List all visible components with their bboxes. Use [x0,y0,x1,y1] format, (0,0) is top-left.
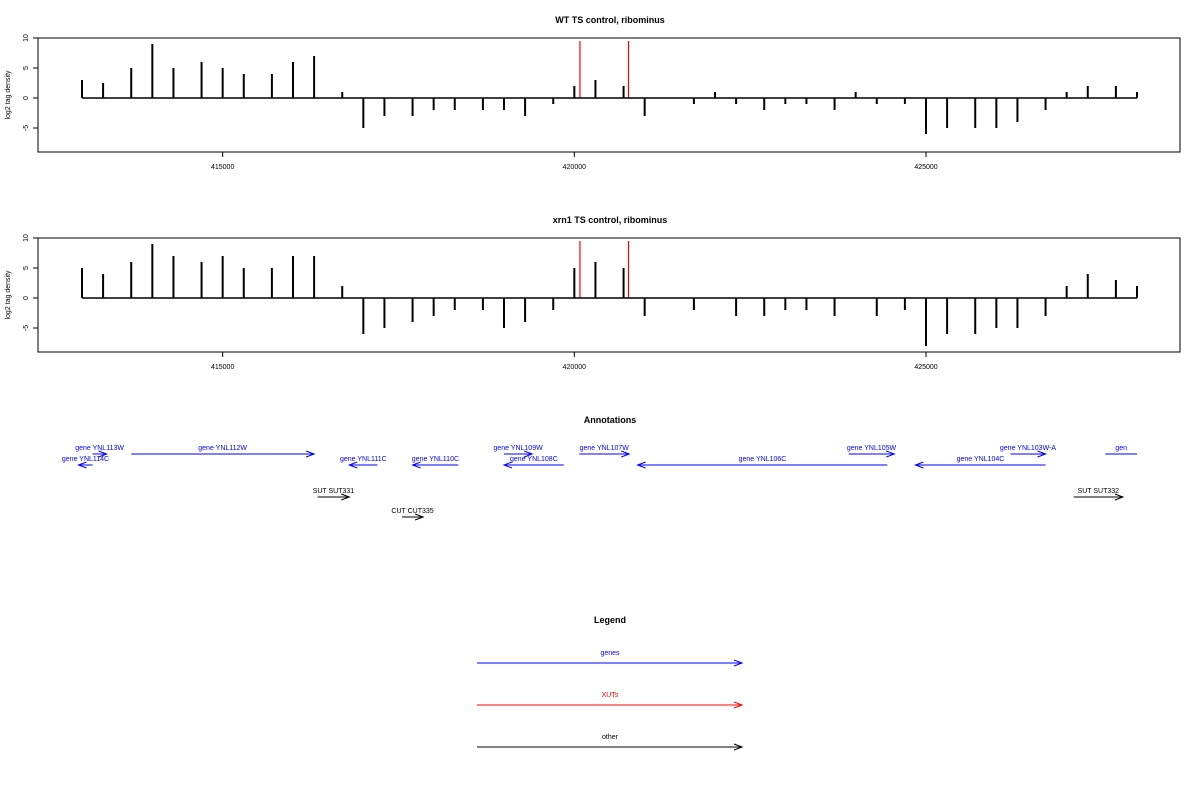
legend-label: XUTs [602,692,619,699]
legend-title: Legend [594,615,626,625]
arrow-right-icon [733,659,744,667]
x-tick-label: 425000 [914,164,937,171]
arrow-right-icon [733,743,744,751]
feature-label: gene YNL105W [847,445,897,452]
plot-frame [37,237,1181,353]
y-tick-label: 5 [23,266,30,270]
panel-title: WT TS control, ribominus [555,15,665,25]
arrow-right-icon [733,701,744,709]
feature-label: gene YNL109W [493,445,543,452]
feature-label: gene YNL113W [75,445,124,452]
feature-gene: gene YNL107W [579,445,631,458]
feature-gene: gene YNL103W-A [1000,445,1056,458]
feature-label: gene YNL107W [580,445,630,452]
arrow-right-icon [305,450,316,458]
y-tick-label: 10 [23,34,30,42]
arrow-right-icon [414,513,425,521]
legend: Legend genes XUTs other [477,615,744,751]
y-tick-label: 0 [23,296,30,300]
arrow-left-icon [914,461,924,469]
feature-label: gen [1115,445,1127,452]
feature-label: gene YNL111C [340,456,387,463]
arrow-right-icon [341,493,351,501]
annotations-title: Annotations [584,415,637,425]
feature-gene: gene YNL113W [75,445,124,458]
feature-label: gene YNL106C [739,456,787,463]
panel-wt-ts-control: WT TS control, ribominus log2 tag densit… [5,15,1181,171]
feature-label: gene YNL112W [198,445,247,452]
feature-gene: gene YNL109W [493,445,543,458]
feature-gene: gene YNL114C [62,456,109,469]
panel-title: xrn1 TS control, ribominus [553,215,668,225]
feature-label: SUT SUT331 [313,488,355,495]
feature-gene: gene YNL110C [411,456,459,469]
legend-label: genes [600,650,620,657]
y-axis-label: log2 tag density [5,70,12,120]
feature-label: gene YNL104C [957,456,1005,463]
feature-gene: gene YNL111C [340,456,387,469]
x-tick-label: 415000 [211,164,234,171]
feature-label: CUT CUT335 [391,508,433,515]
feature-gene: gene YNL104C [914,456,1046,469]
arrow-left-icon [411,461,421,469]
feature-label: gene YNL108C [510,456,558,463]
feature-other: SUT SUT332 [1073,488,1125,501]
feature-gene: gene YNL106C [636,456,888,469]
y-tick-label: -5 [23,325,30,331]
y-tick-label: 5 [23,66,30,70]
feature-gene: gene YNL112W [131,445,316,458]
y-tick-label: -5 [23,125,30,131]
arrow-left-icon [636,461,646,469]
arrow-right-icon [621,450,631,458]
x-tick-label: 415000 [211,364,234,371]
arrow-right-icon [523,450,534,458]
legend-item: genes [477,650,744,667]
y-tick-label: 0 [23,96,30,100]
arrow-left-icon [502,461,513,469]
legend-label: other [602,734,619,741]
arrow-right-icon [886,450,896,458]
panel-xrn1-ts-control: xrn1 TS control, ribominus log2 tag dens… [5,215,1181,371]
feature-label: gene YNL110C [412,456,459,463]
x-tick-label: 420000 [563,364,586,371]
y-axis-label: log2 tag density [5,270,12,320]
arrow-right-icon [1114,493,1125,501]
annotations-track: Annotations gene YNL113W gene YNL112W gene… [62,415,1137,521]
plot-frame [37,37,1181,153]
y-tick-label: 10 [23,234,30,242]
legend-item: other [477,734,744,751]
feature-gene: gen [1105,445,1137,455]
arrow-left-icon [347,461,358,469]
arrow-right-icon [1037,450,1047,458]
arrow-right-icon [98,450,109,458]
feature-other: SUT SUT331 [313,488,355,501]
legend-item: XUTs [477,692,744,709]
feature-label: SUT SUT332 [1078,488,1120,495]
feature-label: gene YNL103W-A [1000,445,1056,452]
x-tick-label: 425000 [914,364,937,371]
feature-label: gene YNL114C [62,456,109,463]
arrow-left-icon [77,461,87,469]
x-tick-label: 420000 [563,164,586,171]
feature-gene: gene YNL108C [502,456,564,469]
feature-other: CUT CUT335 [391,508,434,521]
feature-gene: gene YNL105W [847,445,897,458]
